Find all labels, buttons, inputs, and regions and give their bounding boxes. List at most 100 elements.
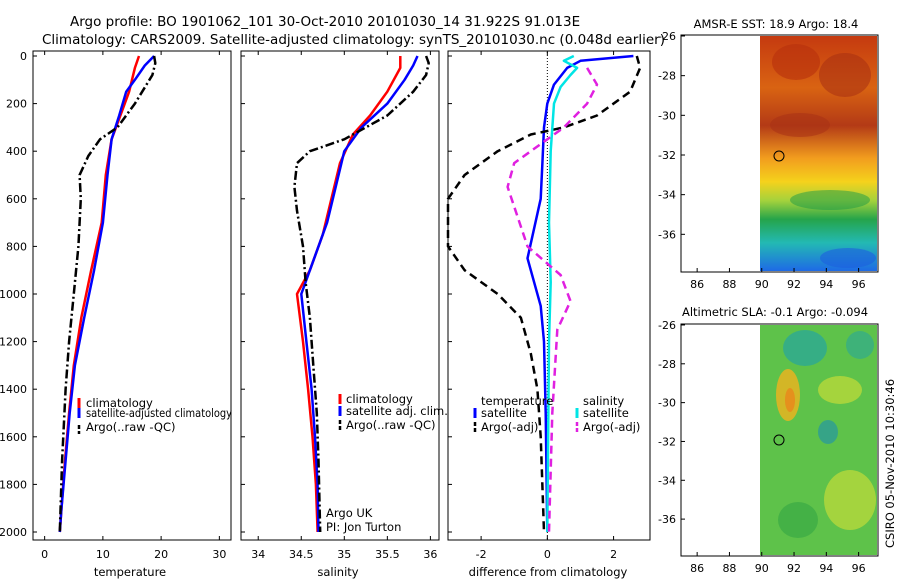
difference-chart: -2 0 2	[446, 51, 642, 561]
sla-patch	[818, 420, 838, 444]
series-temperature-satellite	[526, 54, 634, 533]
series-satellite-adjusted-climatology	[58, 55, 155, 533]
salinity-legend: climatology satellite adj. clim. Argo(..…	[338, 392, 448, 432]
depth-tick-label: 0	[20, 50, 27, 63]
temperature-axis-label: temperature	[94, 565, 166, 579]
sla-patch	[778, 502, 818, 538]
credit-institution: Argo UK	[326, 506, 373, 520]
depth-tick-label: 1200	[0, 336, 27, 349]
depth-tick-label: 1000	[0, 288, 27, 301]
side-timestamp: CSIRO 05-Nov-2010 10:30:46	[883, 379, 897, 548]
lon-tick-label: 90	[755, 562, 769, 575]
sla-patch	[818, 376, 862, 404]
temperature-chart: 0 10 20 30	[41, 51, 226, 561]
sst-warm-patch	[819, 53, 871, 97]
depth-tick-label: 400	[6, 145, 27, 158]
sst-map-title: AMSR-E SST: 18.9 Argo: 18.4	[694, 17, 859, 31]
lon-tick-label: 96	[852, 562, 866, 575]
lat-tick-label: -34	[658, 474, 676, 487]
sla-patch	[785, 388, 795, 412]
legend-label-climatology: climatology	[86, 396, 153, 410]
lat-tick-label: -30	[658, 109, 676, 122]
lon-tick-label: 94	[819, 278, 833, 291]
x-tick-label: 35	[337, 548, 351, 561]
x-tick-label: 34.5	[289, 548, 314, 561]
lat-tick-label: -32	[658, 435, 676, 448]
depth-tick-label: 800	[6, 240, 27, 253]
legend-label-temp-satellite: satellite	[481, 406, 527, 420]
x-tick-label: -2	[476, 548, 487, 561]
x-tick-label: 20	[154, 548, 168, 561]
lon-tick-label: 88	[722, 278, 736, 291]
salinity-plot-frame	[240, 50, 440, 541]
x-tick-label: 10	[96, 548, 110, 561]
lon-tick-label: 96	[852, 278, 866, 291]
salinity-axis-label: salinity	[317, 565, 358, 579]
credit-pi: PI: Jon Turton	[326, 520, 401, 534]
sst-warm-patch	[770, 113, 830, 137]
salinity-chart: 34 34.5 35 35.5 36	[251, 51, 437, 561]
depth-tick-label: 2000	[0, 526, 27, 539]
sst-warm-patch	[772, 44, 820, 80]
lat-tick-label: -26	[658, 319, 676, 332]
depth-tick-label: 1400	[0, 383, 27, 396]
legend-title-temperature: temperature	[481, 394, 553, 408]
lat-tick-label: -26	[658, 30, 676, 43]
legend-label-satellite-adj: satellite adj. clim.	[346, 404, 448, 418]
lon-tick-label: 90	[755, 278, 769, 291]
lat-tick-label: -36	[658, 228, 676, 241]
lat-tick-label: -30	[658, 397, 676, 410]
difference-axis-label: difference from climatology	[469, 565, 628, 579]
legend-label-climatology: climatology	[346, 392, 413, 406]
lon-tick-label: 86	[690, 562, 704, 575]
lat-tick-label: -32	[658, 149, 676, 162]
lat-tick-label: -28	[658, 70, 676, 83]
series-salinity-argo-adj-	[506, 67, 599, 533]
sst-green-band	[790, 190, 870, 210]
sla-patch	[824, 470, 876, 530]
x-tick-label: 30	[212, 548, 226, 561]
argo-float-marker	[773, 150, 785, 162]
depth-tick-label: 600	[6, 193, 27, 206]
legend-label-satellite-adjusted: satellite-adjusted climatology	[86, 406, 232, 420]
series-argo-raw-qc-	[58, 55, 157, 533]
x-tick-label: 34	[251, 548, 265, 561]
depth-axis: 0 200 400 600 800 1000 1200 1400 1600 1800 2000	[0, 50, 452, 539]
difference-legend: temperature satellite Argo(-adj) salinit…	[473, 394, 640, 434]
lat-tick-label: -34	[658, 189, 676, 202]
series-salinity-satellite	[546, 54, 579, 533]
lon-tick-label: 86	[690, 278, 704, 291]
legend-label-temp-argo: Argo(-adj)	[481, 420, 538, 434]
series-argo-raw-qc-	[293, 55, 430, 533]
legend-label-argo: Argo(..raw -QC)	[86, 420, 176, 434]
x-tick-label: 2	[610, 548, 617, 561]
figure-title-line1: Argo profile: BO 1901062_101 30-Oct-2010…	[70, 14, 580, 30]
temperature-legend: climatology satellite-adjusted climatolo…	[77, 396, 232, 434]
x-tick-label: 35.5	[375, 548, 400, 561]
lon-tick-label: 92	[787, 562, 801, 575]
x-tick-label: 0	[544, 548, 551, 561]
x-tick-label: 36	[423, 548, 437, 561]
lat-tick-label: -36	[658, 513, 676, 526]
sla-map-title: Altimetric SLA: -0.1 Argo: -0.094	[682, 305, 868, 319]
sst-map-axes: 86 88 90 92 94 96 -26 -28 -30 -32 -34 -36	[658, 30, 866, 291]
sst-cool-patch	[820, 248, 876, 268]
lat-tick-label: -28	[658, 358, 676, 371]
sla-patch	[783, 330, 827, 366]
figure-title-line2: Climatology: CARS2009. Satellite-adjuste…	[42, 32, 665, 48]
legend-title-salinity: salinity	[583, 394, 624, 408]
legend-label-argo: Argo(..raw -QC)	[346, 418, 436, 432]
depth-tick-label: 1800	[0, 478, 27, 491]
sla-patch	[846, 331, 874, 359]
depth-tick-label: 1600	[0, 431, 27, 444]
lon-tick-label: 92	[787, 278, 801, 291]
series-satellite-adj-clim-	[300, 55, 419, 533]
lon-tick-label: 94	[819, 562, 833, 575]
series-temperature-argo-adj-	[446, 55, 642, 533]
lon-tick-label: 88	[722, 562, 736, 575]
argo-float-marker	[773, 434, 785, 446]
legend-label-sal-argo: Argo(-adj)	[583, 420, 640, 434]
x-tick-label: 0	[41, 548, 48, 561]
depth-tick-label: 200	[6, 98, 27, 111]
legend-label-sal-satellite: satellite	[583, 406, 629, 420]
